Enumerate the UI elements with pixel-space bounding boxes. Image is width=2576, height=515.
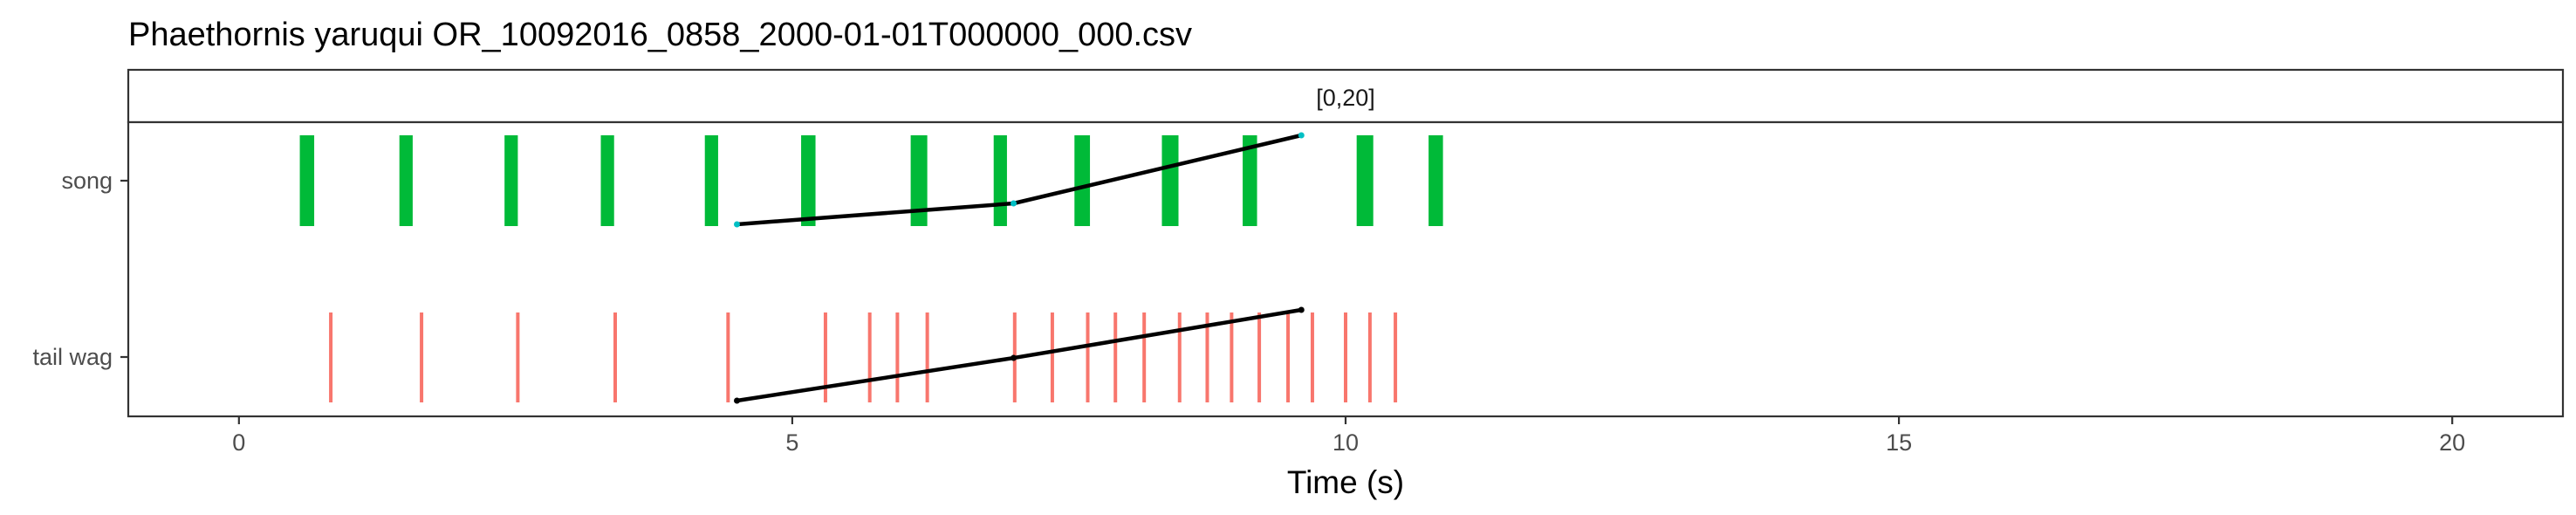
- song-bar-4: [600, 135, 614, 226]
- song-trend-point-3: [1298, 132, 1305, 139]
- y-tick-label-2: tail wag: [32, 344, 113, 370]
- song-bar-9: [1074, 135, 1091, 226]
- chart-marks: [299, 132, 1443, 404]
- x-tick-label-2: 5: [785, 429, 798, 456]
- song-trend-point-2: [1011, 200, 1017, 207]
- song-bar-13: [1428, 135, 1443, 226]
- y-axis: song tail wag: [32, 168, 128, 370]
- facet-label: [0,20]: [1316, 85, 1375, 111]
- facet-strip: [127, 68, 2565, 124]
- song-bar-3: [504, 135, 518, 226]
- song-bar-1: [299, 135, 315, 226]
- tail-wag-trend-point-2: [1011, 354, 1017, 361]
- x-axis: 0 5 10 15 20: [232, 416, 2465, 456]
- y-tick-label-1: song: [61, 168, 113, 194]
- x-tick-label-3: 10: [1333, 429, 1359, 456]
- song-bar-12: [1356, 135, 1374, 226]
- x-tick-label-5: 20: [2439, 429, 2465, 456]
- song-trend-point-1: [734, 221, 740, 228]
- x-tick-label-1: 0: [232, 429, 245, 456]
- song-bar-5: [704, 135, 718, 226]
- song-bar-6: [801, 135, 816, 226]
- tail-wag-trend-point-3: [1298, 306, 1305, 313]
- song-bar-11: [1243, 135, 1257, 226]
- song-bar-8: [993, 135, 1007, 226]
- song-bar-7: [910, 135, 928, 226]
- chart-title: Phaethornis yaruqui OR_10092016_0858_200…: [128, 17, 1192, 53]
- song-bar-10: [1161, 135, 1179, 226]
- x-tick-label-4: 15: [1886, 429, 1912, 456]
- song-bar-2: [399, 135, 413, 226]
- x-axis-title: Time (s): [1287, 464, 1404, 500]
- tail-wag-trend-point-1: [734, 397, 740, 404]
